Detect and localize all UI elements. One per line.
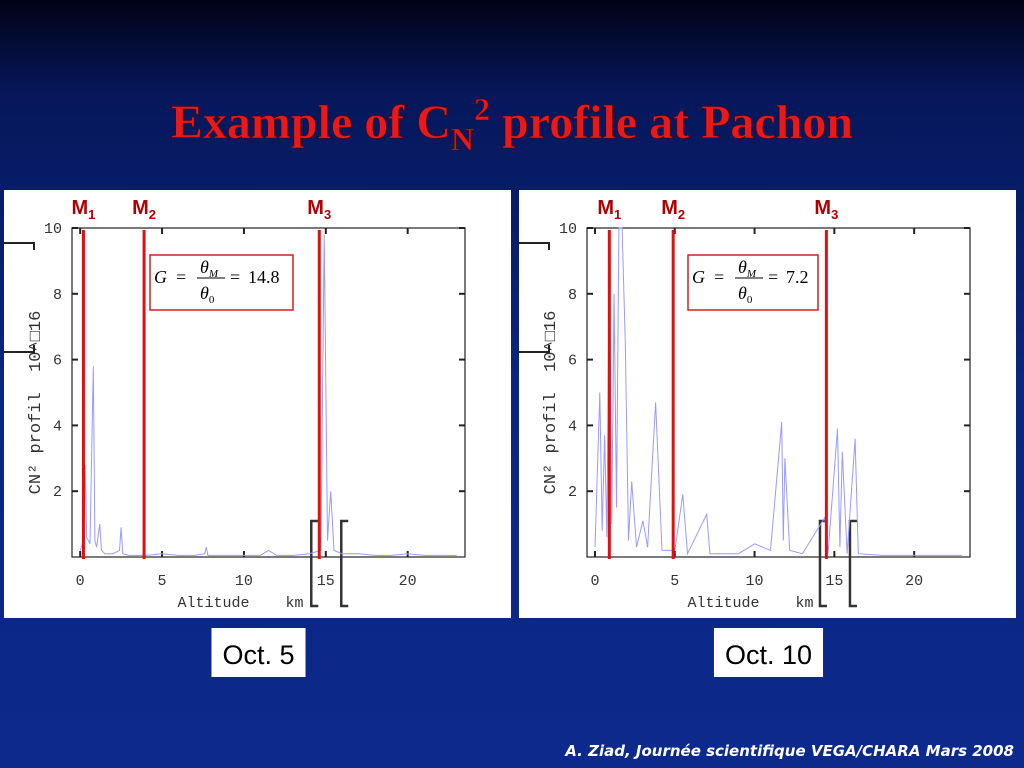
marker-subscript: 2 xyxy=(678,207,685,222)
decoration xyxy=(848,519,857,608)
x-tick-label: 5 xyxy=(158,573,167,590)
x-tick-label: 20 xyxy=(905,573,923,590)
formula-lhs: G xyxy=(154,267,167,287)
marker-subscript: 1 xyxy=(88,207,95,222)
date-box xyxy=(713,628,824,677)
x-tick-label: 15 xyxy=(825,573,843,590)
y-axis-label: CN² profil 10^□16 xyxy=(27,311,46,495)
marker-subscript: 3 xyxy=(324,207,331,222)
formula-eq: = xyxy=(230,267,240,287)
profile-line xyxy=(79,234,457,556)
marker-label: M1 xyxy=(597,197,621,222)
title-text: profile at Pachon xyxy=(490,96,853,149)
formula-eq: = xyxy=(714,267,724,287)
panel-background xyxy=(519,190,1016,618)
formula-numerator: θM xyxy=(738,257,757,280)
plot-frame xyxy=(586,227,971,558)
marker-name: M xyxy=(72,197,89,219)
marker-label: M3 xyxy=(814,197,838,222)
y-tick-label: 2 xyxy=(568,484,577,501)
marker-name: M xyxy=(597,197,614,219)
title-superscript: 2 xyxy=(474,91,490,127)
formula-symbol: θ xyxy=(200,283,209,303)
y-axis-label: CN² profil 10^□16 xyxy=(542,311,561,495)
formula-box xyxy=(687,254,819,311)
decoration xyxy=(519,242,550,353)
formula-value: 14.8 xyxy=(248,267,280,287)
x-tick-label: 20 xyxy=(399,573,417,590)
formula-subscript: M xyxy=(208,268,219,280)
marker-subscript: 3 xyxy=(831,207,838,222)
formula-symbol: θ xyxy=(738,257,747,277)
formula-value: 7.2 xyxy=(786,267,809,287)
y-tick-label: 8 xyxy=(568,287,577,304)
date-label: Oct. 5 xyxy=(222,640,294,670)
marker-name: M xyxy=(814,197,831,219)
formula-subscript: 0 xyxy=(209,294,215,306)
marker-label: M2 xyxy=(132,197,156,222)
x-axis-label: Altitude km xyxy=(177,595,303,612)
formula-denominator: θ0 xyxy=(200,283,215,306)
y-tick-label: 4 xyxy=(568,418,577,435)
decoration xyxy=(310,519,319,608)
slide-title: Example of CN2 profile at Pachon xyxy=(171,91,853,157)
formula-eq: = xyxy=(176,267,186,287)
marker-label: M2 xyxy=(661,197,685,222)
y-tick-label: 2 xyxy=(53,484,62,501)
decoration xyxy=(4,242,35,353)
x-tick-label: 0 xyxy=(76,573,85,590)
profile-line xyxy=(594,227,962,556)
x-tick-label: 0 xyxy=(590,573,599,590)
formula-lhs: G xyxy=(692,267,705,287)
formula-subscript: 0 xyxy=(747,294,753,306)
plot-frame xyxy=(71,227,466,558)
x-tick-label: 10 xyxy=(746,573,764,590)
marker-subscript: 1 xyxy=(614,207,621,222)
marker-name: M xyxy=(307,197,324,219)
formula-eq: = xyxy=(768,267,778,287)
formula-symbol: θ xyxy=(200,257,209,277)
x-axis-label: Altitude km xyxy=(687,595,813,612)
marker-subscript: 2 xyxy=(149,207,156,222)
marker-name: M xyxy=(132,197,149,219)
title-text: Example of C xyxy=(171,96,451,149)
marker-label: M3 xyxy=(307,197,331,222)
y-tick-label: 4 xyxy=(53,418,62,435)
x-tick-label: 10 xyxy=(235,573,253,590)
decoration xyxy=(340,519,349,608)
formula-denominator: θ0 xyxy=(738,283,753,306)
formula-symbol: θ xyxy=(738,283,747,303)
marker-label: M1 xyxy=(72,197,96,222)
date-box xyxy=(211,628,306,677)
footer: A. Ziad, Journée scientifique VEGA/CHARA… xyxy=(564,742,1014,760)
y-tick-label: 10 xyxy=(559,221,577,238)
x-tick-label: 15 xyxy=(317,573,335,590)
title-subscript: N xyxy=(451,121,474,157)
y-tick-label: 6 xyxy=(53,353,62,370)
marker-name: M xyxy=(661,197,678,219)
date-label: Oct. 10 xyxy=(725,640,812,670)
formula-box xyxy=(149,254,294,311)
decoration xyxy=(818,519,827,608)
y-tick-label: 8 xyxy=(53,287,62,304)
y-tick-label: 10 xyxy=(44,221,62,238)
formula-subscript: M xyxy=(746,268,757,280)
x-tick-label: 5 xyxy=(670,573,679,590)
formula-numerator: θM xyxy=(200,257,219,280)
y-tick-label: 6 xyxy=(568,353,577,370)
